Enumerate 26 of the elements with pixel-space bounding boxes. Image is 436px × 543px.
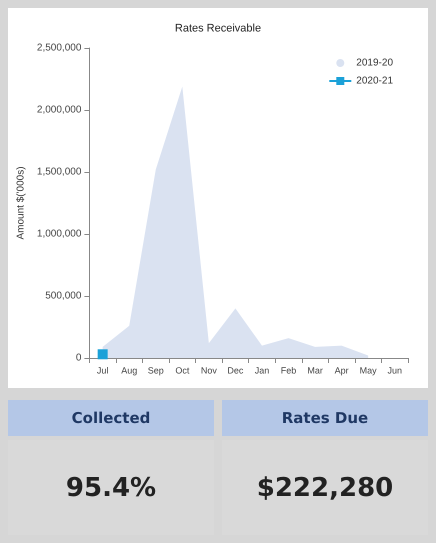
x-tick-label: Aug — [121, 366, 138, 376]
y-tick-label: 0 — [76, 352, 82, 364]
text: Collected — [8, 400, 214, 436]
x-tick-label: May — [360, 366, 378, 376]
y-tick-label: 1,000,000 — [36, 228, 82, 240]
x-tick-label: Jan — [254, 366, 270, 376]
text: $222,280 — [222, 440, 428, 535]
x-tick-label: Sep — [148, 366, 164, 376]
y-tick-label: 1,500,000 — [36, 166, 82, 178]
x-tick-label: Jun — [387, 366, 402, 376]
x-tick-label: Feb — [280, 366, 296, 376]
x-tick-label: Nov — [200, 366, 218, 376]
legend-label: 2020-21 — [356, 76, 394, 86]
legend-label: 2019-20 — [356, 58, 394, 68]
text: 95.4% — [8, 440, 214, 535]
y-tick-label: 2,500,000 — [36, 42, 82, 54]
x-tick-label: Jul — [96, 366, 108, 376]
text: Rates Due — [222, 400, 428, 436]
y-axis-title: Amount $('000s) — [16, 166, 26, 240]
chart-title: Rates Receivable — [174, 22, 262, 34]
x-tick-label: Mar — [307, 366, 323, 376]
x-tick-label: Oct — [175, 366, 190, 376]
x-tick-label: Dec — [227, 366, 244, 376]
x-tick-label: Apr — [334, 366, 349, 376]
y-tick-label: 500,000 — [45, 290, 82, 302]
y-tick-label: 2,000,000 — [36, 104, 82, 116]
